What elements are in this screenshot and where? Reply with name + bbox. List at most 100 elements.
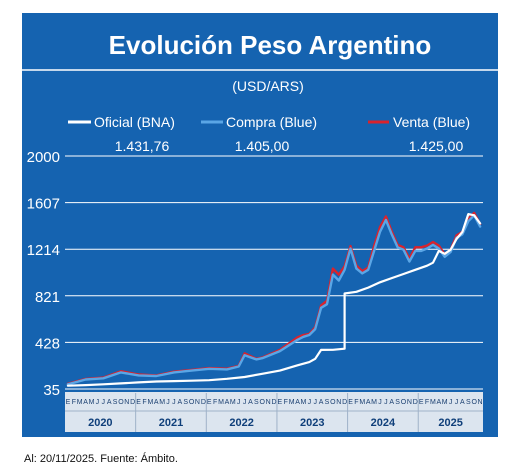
y-tick-label: 821 xyxy=(35,289,60,306)
legend-value-compra: 1.405,00 xyxy=(235,138,290,154)
x-month-tick: S xyxy=(325,399,330,406)
legend-value-venta: 1.425,00 xyxy=(409,138,464,154)
y-axis: 2000 1607 1214 821 428 35 xyxy=(27,149,60,399)
x-month-tick: M xyxy=(218,399,224,406)
x-month-tick: J xyxy=(378,399,382,406)
x-month-tick: M xyxy=(77,399,83,406)
x-month-tick: J xyxy=(384,399,388,406)
x-month-tick: J xyxy=(237,399,241,406)
x-month-tick: D xyxy=(342,399,347,406)
source-note: Al: 20/11/2025. Fuente: Ámbito. xyxy=(24,453,178,465)
x-month-tick: J xyxy=(308,399,312,406)
x-month-tick: D xyxy=(271,399,276,406)
x-month-tick: S xyxy=(466,399,471,406)
y-tick-label: 1214 xyxy=(27,242,60,259)
x-month-tick: O xyxy=(471,399,477,406)
x-month-tick: S xyxy=(183,399,188,406)
x-month-tick: J xyxy=(243,399,247,406)
x-month-tick: M xyxy=(289,399,295,406)
x-month-tick: M xyxy=(89,399,95,406)
chart-panel xyxy=(22,13,498,437)
x-month-tick: F xyxy=(213,399,217,406)
y-tick-label: 2000 xyxy=(27,149,60,166)
x-year-label: 2025 xyxy=(438,417,462,429)
x-month-tick: M xyxy=(430,399,436,406)
x-month-tick: N xyxy=(407,399,412,406)
x-year-label: 2021 xyxy=(159,417,183,429)
x-year-label: 2024 xyxy=(371,417,396,429)
x-month-tick: E xyxy=(136,399,141,406)
x-month-tick: J xyxy=(455,399,459,406)
x-month-tick: M xyxy=(301,399,307,406)
x-month-tick: O xyxy=(401,399,407,406)
x-month-tick: A xyxy=(437,399,442,406)
x-month-tick: A xyxy=(177,399,182,406)
x-month-tick: M xyxy=(371,399,377,406)
x-month-tick: N xyxy=(266,399,271,406)
x-month-tick: O xyxy=(118,399,124,406)
legend-label-venta: Venta (Blue) xyxy=(393,114,470,130)
x-month-tick: S xyxy=(395,399,400,406)
x-month-tick: N xyxy=(124,399,129,406)
x-month-tick: F xyxy=(354,399,358,406)
x-month-tick: A xyxy=(248,399,253,406)
x-month-tick: N xyxy=(478,399,483,406)
x-month-tick: M xyxy=(230,399,236,406)
x-month-tick: A xyxy=(366,399,371,406)
x-month-tick: J xyxy=(313,399,317,406)
x-month-tick: E xyxy=(278,399,283,406)
x-month-tick: E xyxy=(419,399,424,406)
x-month-tick: O xyxy=(259,399,265,406)
x-month-tick: F xyxy=(142,399,146,406)
x-month-tick: N xyxy=(195,399,200,406)
x-month-tick: J xyxy=(449,399,453,406)
x-month-tick: F xyxy=(425,399,429,406)
x-month-tick: N xyxy=(336,399,341,406)
x-month-tick: A xyxy=(154,399,159,406)
x-month-tick: J xyxy=(102,399,106,406)
chart-subtitle: (USD/ARS) xyxy=(232,78,304,94)
x-month-tick: A xyxy=(225,399,230,406)
x-month-tick: A xyxy=(295,399,300,406)
x-month-tick: S xyxy=(254,399,259,406)
series-line-oficial-bna xyxy=(66,213,482,387)
x-month-tick: A xyxy=(389,399,394,406)
x-axis-band xyxy=(65,392,483,432)
x-month-tick: M xyxy=(359,399,365,406)
x-month-tick: O xyxy=(189,399,195,406)
x-month-tick: E xyxy=(66,399,71,406)
x-month-tick: E xyxy=(348,399,353,406)
x-year-label: 2023 xyxy=(300,417,324,429)
x-year-label: 2020 xyxy=(88,417,112,429)
x-month-tick: F xyxy=(284,399,288,406)
x-month-tick: D xyxy=(201,399,206,406)
legend: Oficial (BNA) 1.431,76 Compra (Blue) 1.4… xyxy=(68,114,470,154)
x-month-tick: S xyxy=(113,399,118,406)
x-month-tick: A xyxy=(319,399,324,406)
x-month-tick: F xyxy=(72,399,76,406)
x-month-tick: J xyxy=(172,399,176,406)
x-month-tick: M xyxy=(442,399,448,406)
legend-label-compra: Compra (Blue) xyxy=(226,114,317,130)
x-month-tick: A xyxy=(460,399,465,406)
y-tick-label: 1607 xyxy=(27,196,60,213)
x-month-tick: J xyxy=(96,399,100,406)
chart-title: Evolución Peso Argentino xyxy=(109,30,432,60)
x-month-tick: E xyxy=(207,399,212,406)
x-month-tick: J xyxy=(166,399,170,406)
series-layer xyxy=(66,211,482,387)
x-month-tick: A xyxy=(83,399,88,406)
x-month-tick: D xyxy=(130,399,135,406)
x-month-tick: O xyxy=(330,399,336,406)
y-tick-label: 35 xyxy=(43,382,60,399)
x-year-label: 2022 xyxy=(229,417,253,429)
x-month-tick: D xyxy=(413,399,418,406)
x-month-tick: M xyxy=(159,399,165,406)
x-month-tick: M xyxy=(147,399,153,406)
x-month-tick: A xyxy=(107,399,112,406)
legend-label-oficial: Oficial (BNA) xyxy=(94,114,175,130)
legend-value-oficial: 1.431,76 xyxy=(115,138,170,154)
gridlines xyxy=(65,155,483,390)
